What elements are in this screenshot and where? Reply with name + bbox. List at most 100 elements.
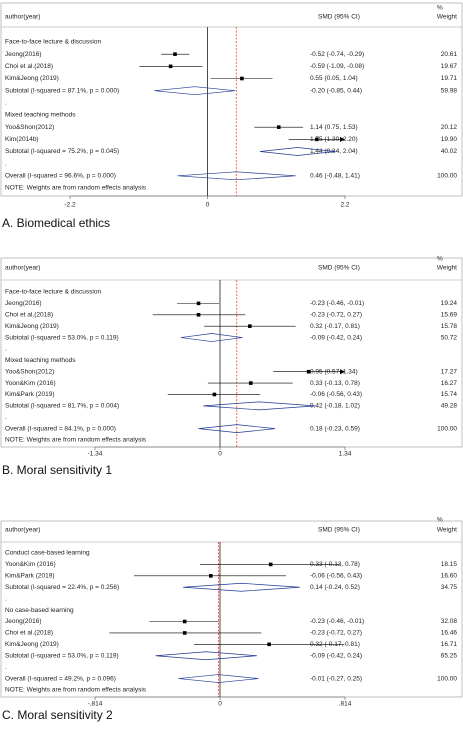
group-name: Mixed teaching methods	[5, 112, 76, 119]
point-estimate	[315, 137, 319, 142]
x-tick-label: 0	[218, 701, 222, 708]
pooled-label: Overall (I-squared = 84.1%, p = 0.000)	[5, 425, 116, 432]
ci-label: 0.33 (-0.13, 0.78)	[310, 380, 360, 387]
weight-label: 20.12	[441, 124, 458, 131]
group-name: Conduct case-based learning	[5, 550, 90, 557]
panel-caption: C. Moral sensitivity 2	[2, 708, 113, 722]
point-estimate	[268, 562, 273, 567]
point-estimate	[196, 301, 201, 306]
x-tick-label: 2.2	[340, 202, 349, 209]
point-estimate	[248, 381, 253, 385]
ci-label: 0.32 (-0.17, 0.81)	[310, 323, 360, 330]
spacer: .	[5, 595, 7, 602]
ci-label: -0.06 (-0.56, 0.43)	[310, 573, 362, 580]
point-estimate	[168, 64, 173, 69]
study-label: Yoo&Shon(2012)	[5, 124, 54, 131]
weight-header: Weight	[437, 527, 457, 534]
ci-arrow	[340, 369, 345, 375]
study-label: Kim&Park (2019)	[5, 391, 55, 398]
weight-label: 49.28	[441, 403, 458, 410]
study-label: Choi et al.(2018)	[5, 630, 53, 637]
group-name: Face-to-face lecture & discussion	[5, 289, 101, 296]
x-tick-label: 0	[206, 202, 210, 209]
weight-unit: %	[437, 517, 443, 524]
x-tick-label: -1.34	[88, 451, 103, 458]
forest-panel: % author(year) SMD (95% CI) Weight Conduct c…	[0, 517, 463, 722]
pooled-diamond	[203, 401, 316, 411]
ci-label: 0.18 (-0.23, 0.59)	[310, 425, 360, 432]
study-label: Yoon&Kim (2016)	[5, 380, 56, 387]
weight-label: 100.00	[437, 425, 457, 432]
weight-label: 19.71	[441, 75, 458, 82]
weight-label: 16.27	[441, 380, 458, 387]
study-label: Kim(2014b)	[5, 136, 39, 143]
effect-header: SMD (95% CI)	[318, 527, 360, 534]
study-header: author(year)	[5, 527, 40, 534]
weight-label: 40.02	[441, 148, 458, 155]
weight-label: 50.72	[441, 334, 458, 341]
point-estimate	[248, 324, 252, 328]
weight-label: 100.00	[437, 675, 457, 682]
pooled-diamond	[198, 424, 276, 433]
weight-unit: %	[437, 256, 443, 263]
point-estimate	[182, 619, 187, 624]
study-label: Yoon&Kim (2016)	[5, 561, 56, 568]
ci-arrow	[340, 136, 345, 142]
spacer: .	[5, 414, 7, 421]
ci-label: -0.09 (-0.42, 0.24)	[310, 334, 362, 341]
pooled-label: Subtotal (I-squared = 81.7%, p = 0.004)	[5, 403, 119, 410]
point-estimate	[208, 574, 213, 578]
weight-label: 19.67	[441, 63, 458, 70]
weight-label: 15.69	[441, 311, 458, 318]
pooled-label: Overall (I-squared = 96.6%, p = 0.000)	[5, 173, 116, 180]
weight-label: 19.90	[441, 136, 458, 143]
weight-label: 16.60	[441, 573, 458, 580]
pooled-label: Overall (I-squared = 49.2%, p = 0.096)	[5, 675, 116, 682]
ci-label: 0.42 (-0.18, 1.02)	[310, 403, 360, 410]
pooled-label: Subtotal (I-squared = 53.0%, p = 0.119)	[5, 652, 119, 659]
x-tick-label: -2.2	[64, 202, 76, 209]
ci-label: -0.20 (-0.85, 0.44)	[310, 87, 362, 94]
ci-label: -0.01 (-0.27, 0.25)	[310, 675, 362, 682]
study-label: Kim&Jeong (2019)	[5, 641, 59, 648]
group-name: Face-to-face lecture & discussion	[5, 39, 101, 46]
note: NOTE: Weights are from random effects an…	[5, 185, 147, 192]
weight-label: 34.75	[441, 584, 458, 591]
study-label: Kim&Park (2019)	[5, 573, 55, 580]
pooled-diamond	[180, 333, 243, 342]
plot-frame	[0, 2, 463, 197]
study-header: author(year)	[5, 14, 40, 21]
effect-header: SMD (95% CI)	[318, 265, 360, 272]
study-label: Jeong(2016)	[5, 300, 42, 307]
pooled-diamond	[259, 147, 336, 156]
x-tick-label: 1.34	[339, 451, 352, 458]
x-tick-label: .814	[339, 701, 352, 708]
group-name: No case-based learning	[5, 607, 74, 614]
x-tick-label: -.814	[88, 701, 103, 708]
pooled-diamond	[155, 651, 257, 661]
weight-label: 20.61	[441, 51, 458, 58]
weight-label: 32.08	[441, 618, 458, 625]
study-label: Yoo&Shon(2012)	[5, 368, 54, 375]
weight-label: 15.78	[441, 323, 458, 330]
study-label: Jeong(2016)	[5, 618, 42, 625]
weight-label: 16.71	[441, 641, 458, 648]
ci-label: -0.52 (-0.74, -0.29)	[310, 51, 364, 58]
spacer: .	[5, 100, 7, 107]
x-tick-label: 0	[218, 451, 222, 458]
ci-label: -0.23 (-0.46, -0.01)	[310, 300, 364, 307]
study-label: Choi et al.(2018)	[5, 63, 53, 70]
pooled-label: Subtotal (I-squared = 75.2%, p = 0.045)	[5, 148, 119, 155]
panel-caption: A. Biomedical ethics	[2, 216, 110, 230]
forest-panel: % author(year) SMD (95% CI) Weight Face-to-f…	[0, 256, 463, 477]
ci-label: -0.23 (-0.72, 0.27)	[310, 630, 362, 637]
study-label: Jeong(2016)	[5, 51, 42, 58]
group-name: Mixed teaching methods	[5, 357, 76, 364]
ci-label: -0.59 (-1.09, -0.08)	[310, 63, 364, 70]
point-estimate	[212, 392, 217, 397]
weight-label: 18.15	[441, 561, 458, 568]
point-estimate	[276, 125, 281, 129]
weight-label: 17.27	[441, 368, 458, 375]
